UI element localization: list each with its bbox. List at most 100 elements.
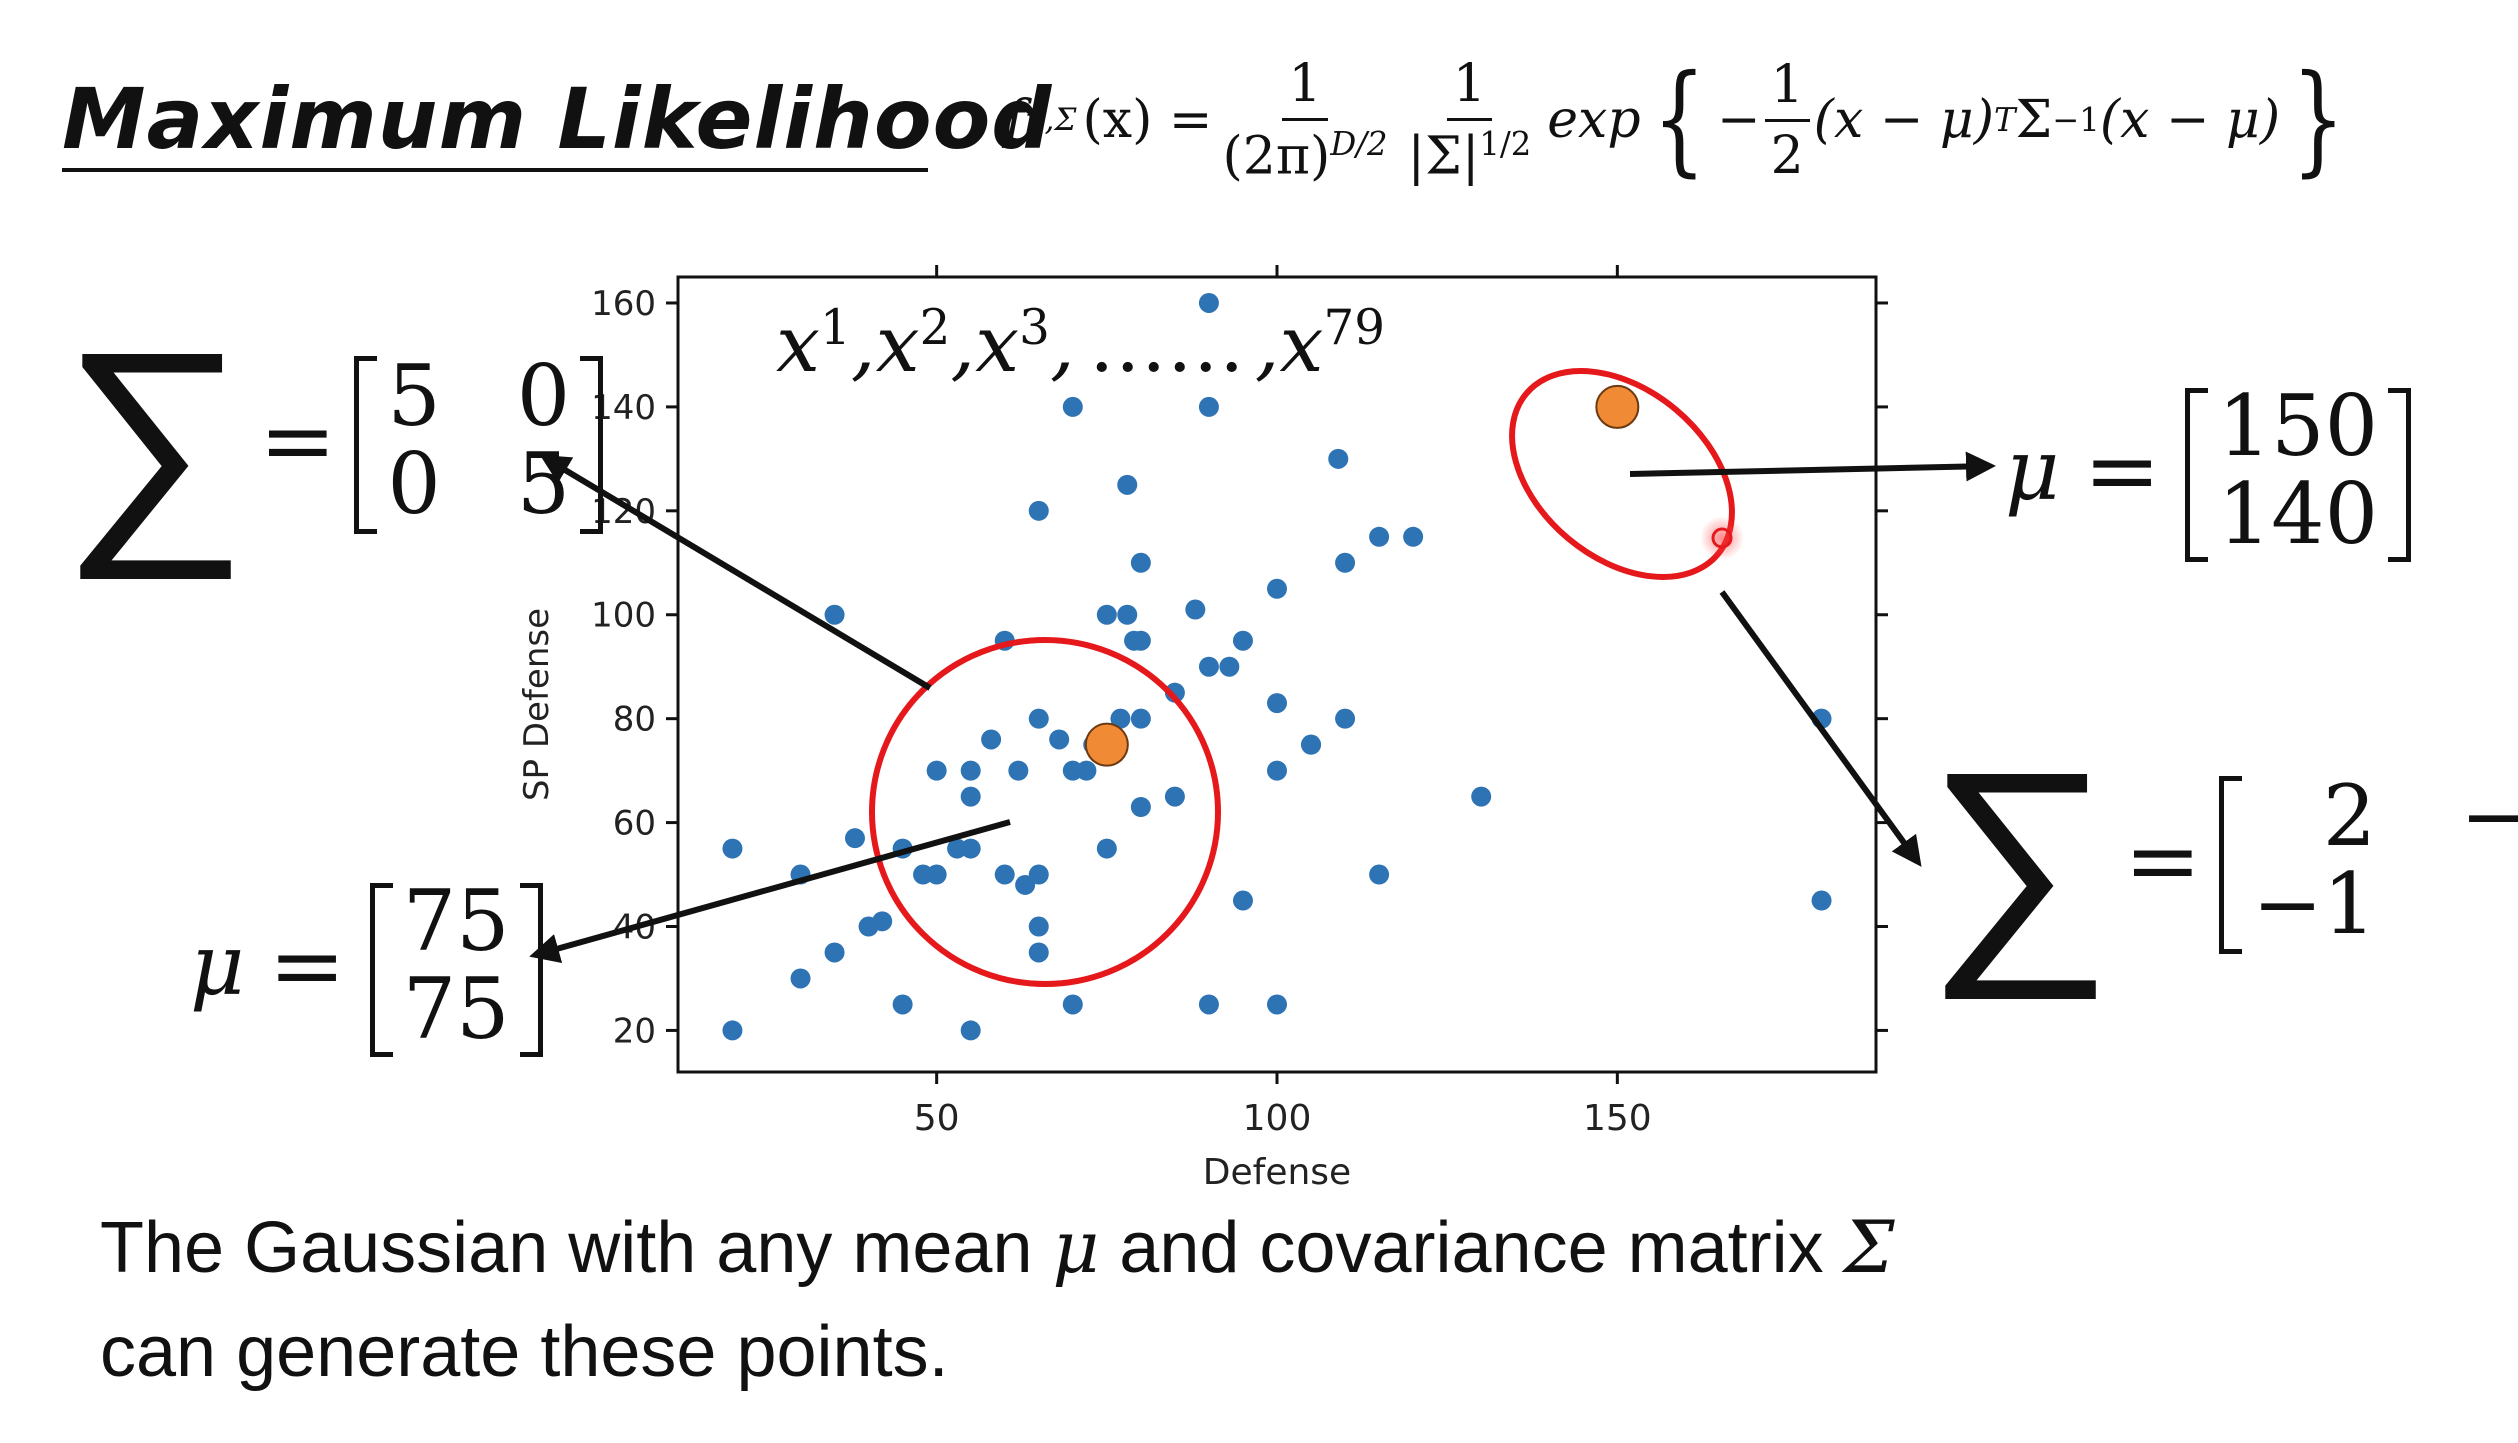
left-sigma-bracket-left <box>354 356 378 534</box>
formula-quad-1: (x − μ) <box>1813 90 1994 150</box>
data-point <box>892 994 913 1015</box>
right-mu-bracket-right <box>2388 388 2412 562</box>
right-sigma-matrix: 2 −1 −1 2 <box>2219 772 2518 954</box>
caption-text-b: and covariance matrix <box>1099 1208 1844 1288</box>
data-point <box>824 604 845 625</box>
left-sigma-cell-22: 5 <box>516 435 571 533</box>
frac-2-numerator: 1 <box>1446 54 1492 121</box>
formula-frac-1: 1 (2π)D/2 <box>1216 54 1393 186</box>
data-point <box>1328 448 1349 469</box>
left-mu-cell-2: 75 <box>402 960 510 1058</box>
data-point <box>960 1020 981 1041</box>
left-mu-symbol: μ <box>190 916 245 1014</box>
formula-func-sub: μ,Σ <box>1024 102 1077 138</box>
mean-point-2 <box>1595 384 1640 429</box>
data-point <box>1049 729 1070 750</box>
data-point <box>1110 708 1131 729</box>
sample-sep-3: , <box>1049 300 1075 390</box>
frac-2-den-base: |Σ| <box>1407 126 1480 187</box>
formula-minus: − <box>1717 90 1761 150</box>
arrow-to-right-sigma <box>1719 590 1922 867</box>
arrow-to-left-sigma <box>539 454 932 691</box>
data-point <box>1062 396 1083 417</box>
data-point <box>1164 786 1185 807</box>
data-point <box>1335 708 1356 729</box>
sample-sep-2: , <box>950 300 976 390</box>
left-mu-bracket-right <box>519 883 543 1057</box>
right-mu-equation: μ = 150 140 <box>2005 382 2412 562</box>
cursor-marker <box>1711 527 1733 549</box>
data-point <box>1028 942 1049 963</box>
right-sigma-cell-22: 2 <box>2450 860 2518 948</box>
sample-label: x1,x2,x3,…… ,x79 <box>776 300 1385 390</box>
left-sigma-equation: ∑ = 5 0 0 5 <box>61 315 604 565</box>
data-point <box>1130 552 1151 573</box>
data-point <box>1028 708 1049 729</box>
data-point <box>1471 786 1492 807</box>
right-mu-symbol: μ <box>2005 421 2060 519</box>
sample-exp-1: 1 <box>820 300 851 356</box>
data-point <box>1096 838 1117 859</box>
data-point <box>1028 916 1049 937</box>
right-sigma-cell-21: −1 <box>2252 855 2377 953</box>
y-axis-label: SP Defense <box>517 608 557 801</box>
sample-sep-1: , <box>850 300 876 390</box>
data-point <box>722 1020 743 1041</box>
left-sigma-bracket-right <box>580 356 604 534</box>
formula-func: f <box>1005 90 1025 150</box>
data-point <box>844 828 865 849</box>
data-point <box>1267 994 1287 1015</box>
right-sigma-equation: ∑ = 2 −1 −1 2 <box>1926 735 2518 985</box>
data-point <box>790 968 811 989</box>
data-point <box>1130 797 1151 817</box>
formula-sigma: Σ <box>2015 90 2053 150</box>
y-tick-label: 80 <box>613 700 656 740</box>
x-tick-label: 150 <box>1583 1098 1652 1139</box>
x-tick-label: 100 <box>1243 1098 1312 1139</box>
sample-exp-3: 3 <box>1019 300 1050 356</box>
formula-half: 1 2 <box>1764 55 1810 186</box>
data-point <box>1232 890 1253 911</box>
left-mu-equals: = <box>268 911 346 1019</box>
frac-1-numerator: 1 <box>1282 54 1328 121</box>
sample-dots: …… <box>1088 300 1245 390</box>
arrow-to-right-mu <box>1629 451 1996 482</box>
data-point <box>1811 890 1832 911</box>
sample-x-2: x <box>875 300 920 390</box>
data-point <box>1015 874 1036 895</box>
data-point <box>1008 760 1029 781</box>
x-axis-label: Defense <box>1203 1152 1351 1193</box>
title-underline <box>62 168 928 172</box>
left-sigma-symbol: ∑ <box>60 294 248 585</box>
caption-line-1: The Gaussian with any mean μ and covaria… <box>100 1195 1895 1300</box>
data-point <box>1076 760 1097 781</box>
right-mu-vector: 150 140 <box>2184 382 2412 562</box>
sample-x-last: x <box>1279 300 1324 390</box>
data-point <box>1117 604 1138 625</box>
formula-transpose: T <box>1994 101 2016 139</box>
data-point <box>1232 630 1253 651</box>
sample-exp-2: 2 <box>919 300 951 356</box>
frac-1-den-exp: D/2 <box>1330 124 1388 163</box>
y-tick-label: 20 <box>613 1011 656 1051</box>
data-point <box>1198 396 1219 417</box>
data-point <box>1369 864 1390 885</box>
data-point <box>1267 693 1287 714</box>
formula-inverse: −1 <box>2052 101 2100 139</box>
caption-mu: μ <box>1052 1205 1100 1289</box>
data-point <box>960 786 981 807</box>
data-point <box>1130 630 1151 651</box>
data-point <box>1198 292 1219 313</box>
left-sigma-cell-21: 0 <box>387 435 441 533</box>
sample-x-1: x <box>776 300 820 390</box>
data-point <box>981 729 1002 750</box>
half-denominator: 2 <box>1770 125 1804 186</box>
left-mu-equation: μ = 75 75 <box>190 877 543 1058</box>
data-point <box>1028 500 1049 521</box>
right-sigma-equals: = <box>2124 806 2202 914</box>
formula-exp: exp <box>1547 90 1641 150</box>
y-tick-label: 60 <box>613 804 656 844</box>
left-sigma-equals: = <box>259 386 337 494</box>
data-point <box>1267 578 1287 599</box>
